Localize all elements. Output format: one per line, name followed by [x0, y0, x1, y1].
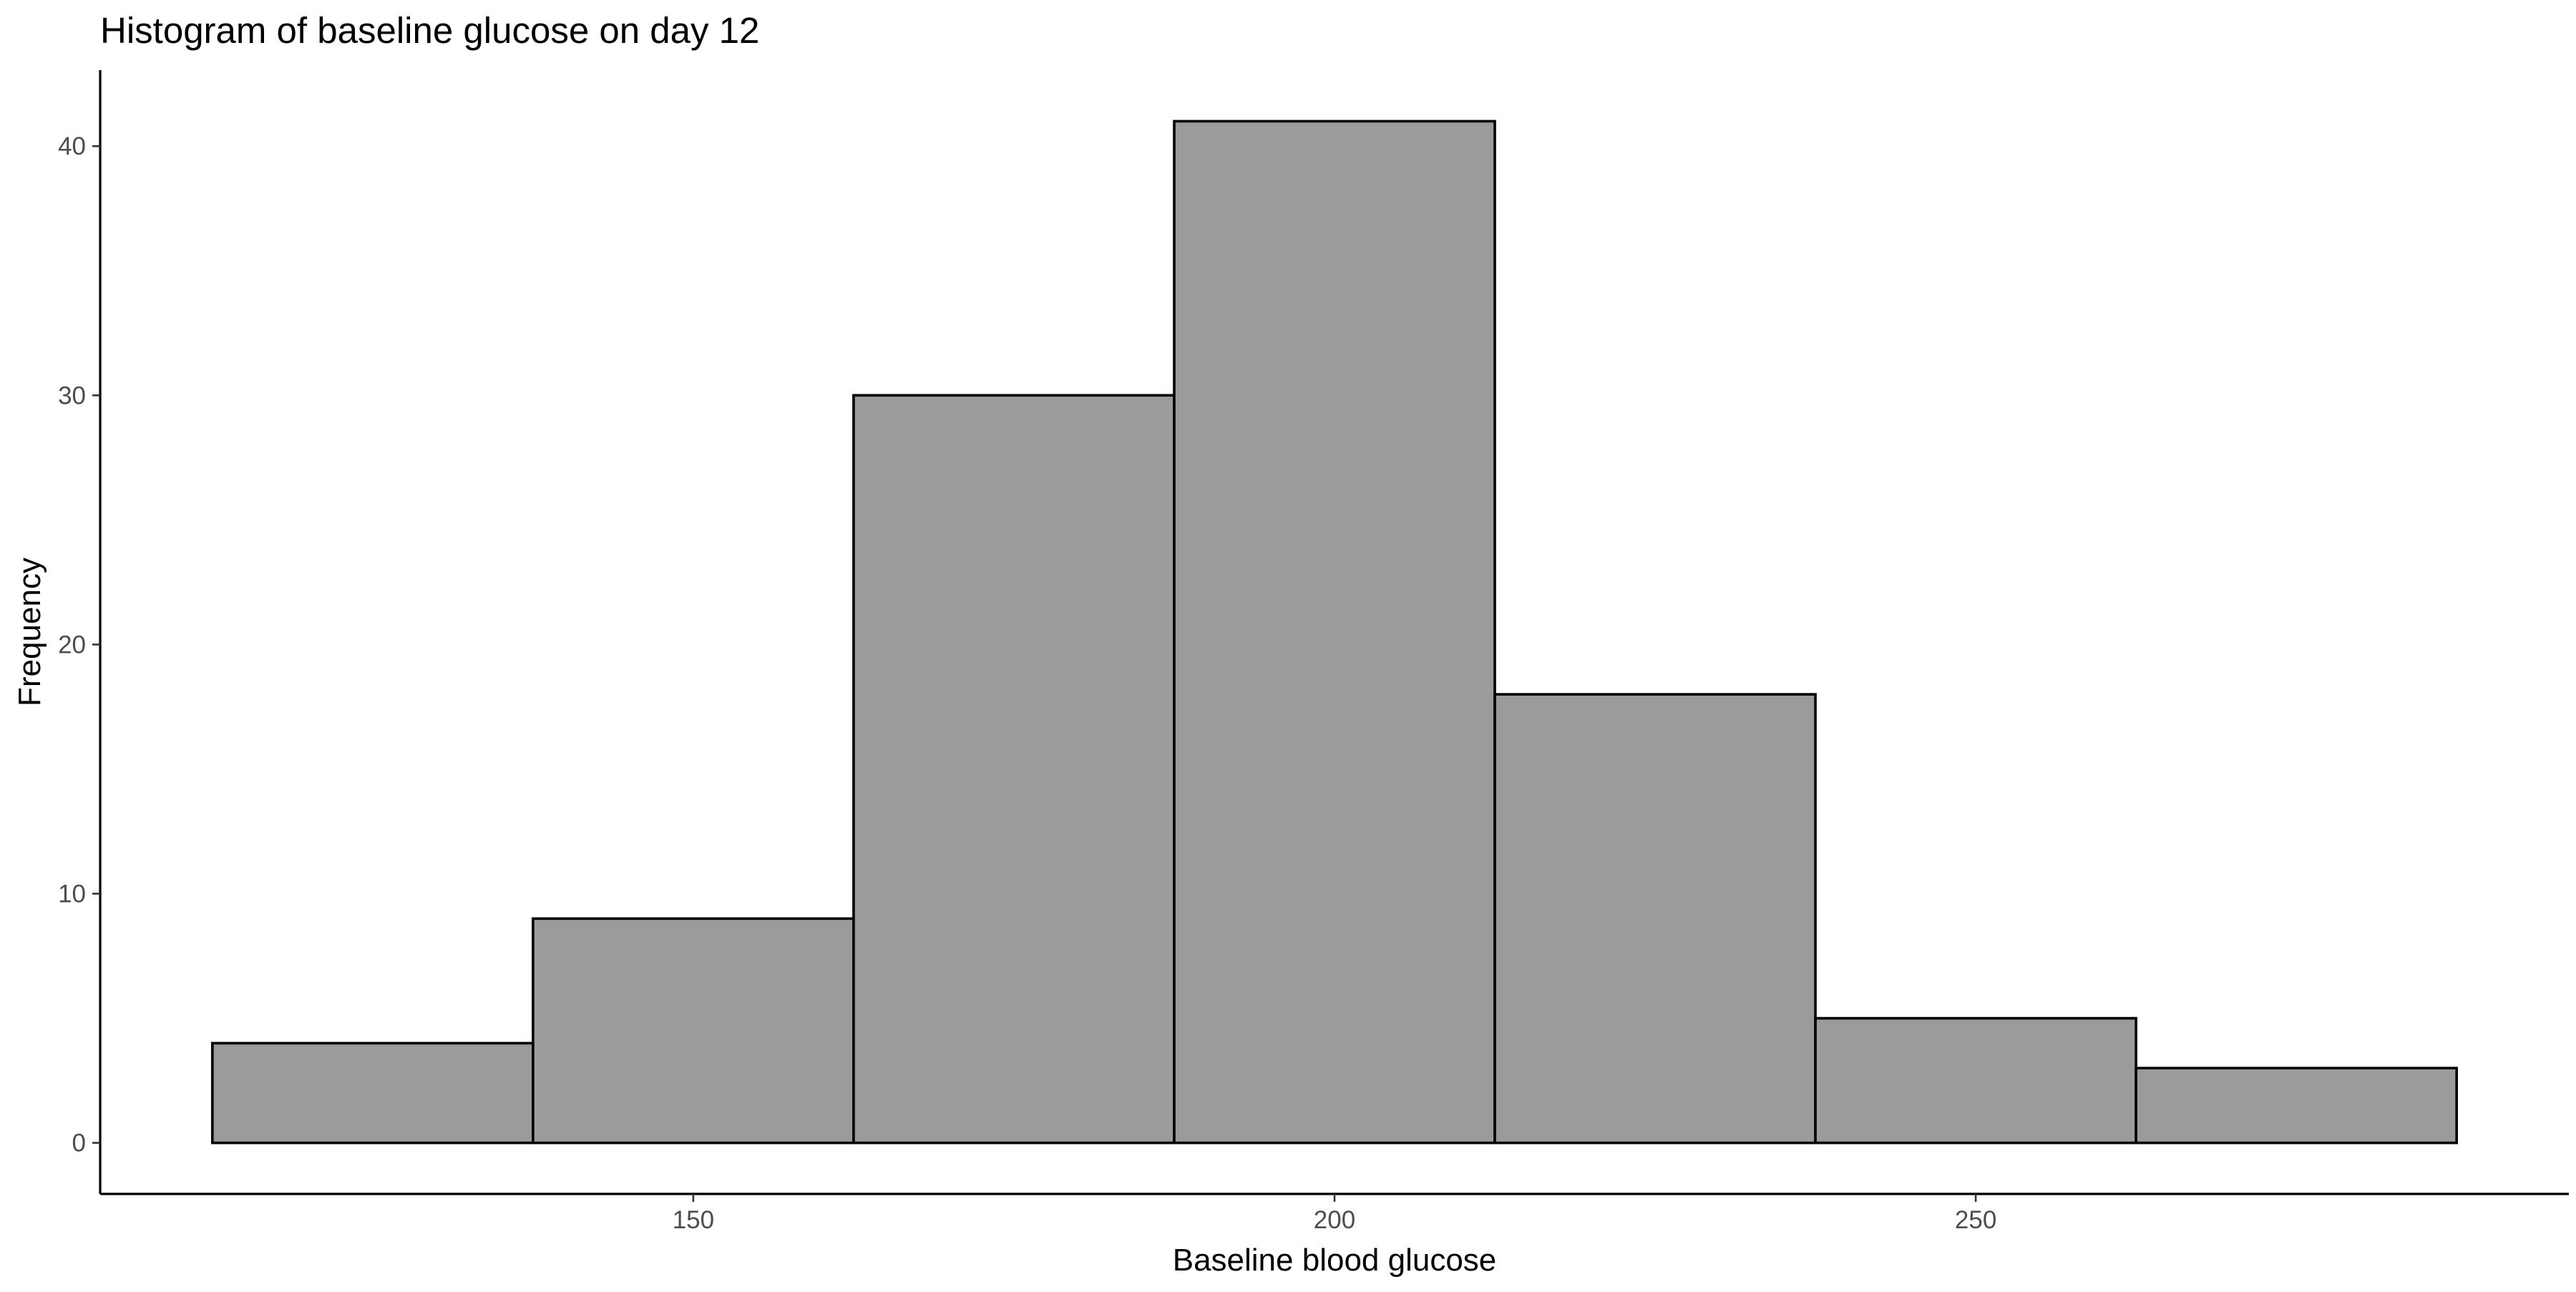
x-tick-label: 200 — [1314, 1206, 1355, 1234]
x-tick-label: 150 — [673, 1206, 714, 1234]
x-tick-label: 250 — [1955, 1206, 1996, 1234]
histogram-bar — [1493, 693, 1817, 1145]
x-axis-ticks: 150 200 250 — [673, 1194, 1996, 1234]
y-axis-ticks: 0 10 20 30 40 — [58, 132, 100, 1157]
histogram-bar — [852, 394, 1176, 1145]
y-tick-label: 0 — [72, 1130, 86, 1157]
y-tick-label: 40 — [58, 132, 86, 160]
histogram-bar — [2135, 1067, 2458, 1145]
chart-title: Histogram of baseline glucose on day 12 — [100, 10, 759, 51]
y-tick-label: 20 — [58, 631, 86, 659]
y-tick-label: 30 — [58, 382, 86, 409]
y-axis-title: Frequency — [12, 558, 47, 706]
histogram-bar — [211, 1041, 535, 1145]
bars-layer — [211, 120, 2458, 1145]
histogram-bar — [532, 917, 855, 1145]
histogram-bar — [1814, 1016, 2137, 1145]
x-axis-title: Baseline blood glucose — [1173, 1243, 1497, 1278]
histogram-bar — [1173, 120, 1496, 1145]
y-tick-label: 10 — [58, 880, 86, 908]
